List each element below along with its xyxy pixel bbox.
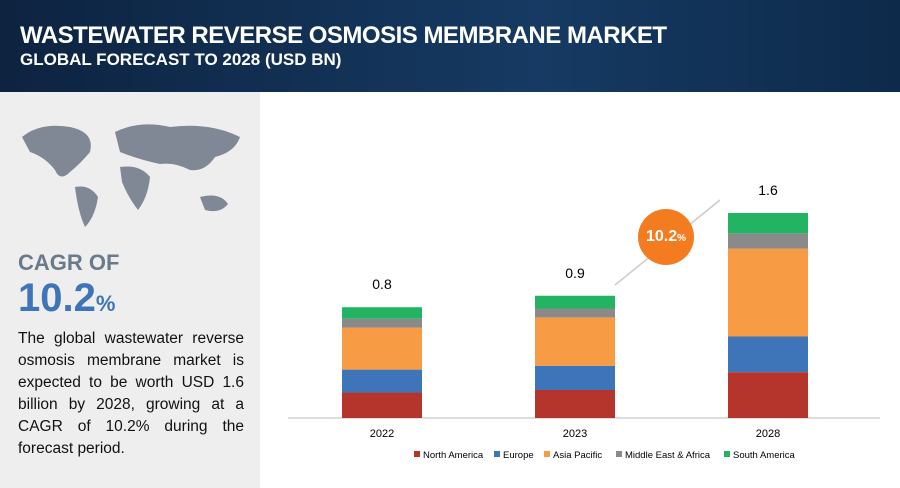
bar-segment [728, 233, 808, 249]
x-tick-label: 2022 [370, 428, 394, 440]
legend-swatch [724, 451, 730, 457]
bar-segment [342, 307, 422, 319]
cagr-number: 10.2 [18, 276, 96, 320]
cagr-label: CAGR OF [18, 250, 120, 275]
x-tick-label: 2028 [756, 428, 780, 440]
bar-segment [342, 369, 422, 393]
total-label: 0.9 [565, 265, 585, 281]
bar-segment [342, 327, 422, 370]
bar-segment [342, 318, 422, 328]
cagr-value: 10.2% [18, 276, 115, 321]
cagr-unit: % [95, 291, 116, 316]
total-label: 0.8 [372, 276, 392, 292]
description: The global wastewater reverse osmosis me… [18, 330, 244, 457]
sidebar: CAGR OF 10.2% The global wastewater reve… [0, 92, 260, 488]
legend-swatch [616, 451, 622, 457]
legend-swatch [494, 451, 500, 457]
title: WASTEWATER REVERSE OSMOSIS MEMBRANE MARK… [20, 22, 667, 49]
bar-segment [728, 336, 808, 373]
header: WASTEWATER REVERSE OSMOSIS MEMBRANE MARK… [0, 0, 900, 92]
bar-segment [728, 248, 808, 337]
legend-label: Middle East & Africa [625, 450, 711, 461]
bar-segment [535, 308, 615, 318]
bar-segment [728, 213, 808, 234]
legend-label: North America [423, 450, 484, 461]
x-tick-label: 2023 [563, 428, 587, 440]
subtitle: GLOBAL FORECAST TO 2028 (USD BN) [20, 50, 342, 69]
total-label: 1.6 [758, 182, 778, 198]
bar-segment [535, 389, 615, 418]
world-map [22, 124, 240, 227]
bar-segment [728, 372, 808, 418]
bar-segment [535, 295, 615, 309]
legend-swatch [544, 451, 550, 457]
legend-label: South America [733, 450, 795, 461]
cagr-badge: 10.2% [638, 209, 694, 265]
badge-unit: % [677, 233, 687, 244]
legend-swatch [414, 451, 420, 457]
legend-label: Asia Pacific [553, 450, 602, 461]
badge-number: 10.2 [645, 228, 678, 245]
bar-segment [342, 392, 422, 418]
legend-label: Europe [503, 450, 534, 461]
bar-segment [535, 365, 615, 390]
bar-segment [535, 317, 615, 366]
